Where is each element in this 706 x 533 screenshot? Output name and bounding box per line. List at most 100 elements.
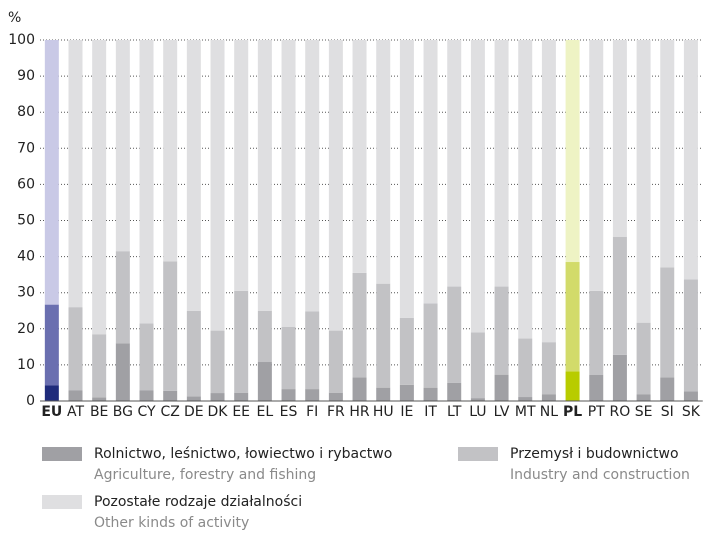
bar-segment bbox=[234, 40, 249, 291]
bar-segment bbox=[139, 323, 154, 391]
legend-swatch bbox=[42, 495, 82, 509]
bar-segment bbox=[305, 311, 320, 390]
y-tick-label: 0 bbox=[26, 393, 35, 409]
legend-swatch bbox=[458, 447, 498, 461]
bar-segment bbox=[234, 290, 249, 393]
bar-segment bbox=[68, 307, 83, 391]
y-tick-label: 20 bbox=[17, 321, 35, 337]
bar-segment bbox=[281, 40, 296, 327]
x-tick-label: EE bbox=[232, 404, 250, 420]
bar-segment bbox=[612, 236, 627, 355]
bar-segment bbox=[565, 262, 580, 372]
bar-segment bbox=[328, 40, 343, 331]
legend-label-en: Industry and construction bbox=[510, 467, 690, 483]
legend-label: Rolnictwo, leśnictwo, łowiectwo i rybact… bbox=[94, 446, 392, 462]
y-tick-label: 40 bbox=[17, 249, 35, 265]
y-tick-label: 50 bbox=[17, 213, 35, 229]
bar-segment bbox=[518, 40, 533, 339]
bar-segment bbox=[541, 40, 556, 343]
bar-segment bbox=[352, 272, 367, 378]
y-tick-label: 100 bbox=[8, 32, 35, 48]
bar-segment bbox=[423, 40, 438, 304]
bar-segment bbox=[447, 286, 462, 383]
bar-segment bbox=[328, 330, 343, 393]
bar-segment bbox=[399, 384, 414, 401]
x-tick-label: PT bbox=[588, 404, 605, 420]
bar-segment bbox=[683, 391, 698, 401]
bar-segment bbox=[612, 354, 627, 401]
x-tick-label: RO bbox=[610, 404, 631, 420]
x-tick-label: BG bbox=[113, 404, 133, 420]
legend-label: Pozostałe rodzaje działalności bbox=[94, 494, 302, 510]
bar-segment bbox=[92, 40, 107, 335]
bar-segment bbox=[139, 390, 154, 401]
bar-segment bbox=[305, 40, 320, 312]
bar-segment bbox=[636, 394, 651, 401]
bar-segment bbox=[115, 343, 130, 401]
bar-segment bbox=[305, 389, 320, 401]
bar-segment bbox=[210, 393, 225, 401]
bar-segment bbox=[660, 40, 675, 268]
bar-segment bbox=[423, 303, 438, 388]
bar-segment bbox=[44, 385, 59, 401]
bar-segment bbox=[612, 40, 627, 237]
bar-segment bbox=[541, 342, 556, 395]
bar-segment bbox=[589, 40, 604, 291]
bar-segment bbox=[210, 330, 225, 394]
bar-segment bbox=[470, 40, 485, 333]
x-tick-label: HR bbox=[349, 404, 370, 420]
x-tick-label: LT bbox=[447, 404, 462, 420]
x-tick-label: SI bbox=[661, 404, 674, 420]
bar-segment bbox=[257, 362, 272, 401]
bar-segment bbox=[234, 392, 249, 401]
x-tick-label: AT bbox=[67, 404, 84, 420]
bar-segment bbox=[210, 40, 225, 331]
bar-segment bbox=[565, 371, 580, 401]
y-tick-label: 90 bbox=[17, 68, 35, 84]
bar-segment bbox=[44, 40, 59, 305]
x-tick-label: CY bbox=[137, 404, 156, 420]
legend-label-en: Agriculture, forestry and fishing bbox=[94, 467, 316, 483]
bar-segment bbox=[281, 326, 296, 390]
x-tick-label: HU bbox=[373, 404, 394, 420]
bar-segment bbox=[92, 334, 107, 398]
bar-segment bbox=[423, 387, 438, 401]
bar-segment bbox=[115, 251, 130, 344]
bar-segment bbox=[44, 304, 59, 386]
x-tick-label: EU bbox=[41, 404, 62, 420]
bar-segment bbox=[352, 377, 367, 401]
x-tick-label: DK bbox=[208, 404, 229, 420]
bar-segment bbox=[281, 389, 296, 401]
x-tick-label: DE bbox=[184, 404, 204, 420]
bar-segment bbox=[376, 283, 391, 388]
x-tick-label: EL bbox=[257, 404, 274, 420]
x-tick-label: SK bbox=[682, 404, 701, 420]
bar-segment bbox=[494, 374, 509, 401]
bar-segment bbox=[92, 397, 107, 401]
legend-label: Przemysł i budownictwo bbox=[510, 446, 679, 462]
y-tick-label: 60 bbox=[17, 176, 35, 192]
bar-segment bbox=[470, 332, 485, 399]
bar-segment bbox=[636, 40, 651, 323]
bar-segment bbox=[257, 310, 272, 363]
x-tick-label: BE bbox=[90, 404, 108, 420]
bar-segment bbox=[186, 310, 201, 397]
x-tick-label: ES bbox=[280, 404, 298, 420]
bar-segment bbox=[186, 396, 201, 401]
x-tick-label: MT bbox=[515, 404, 536, 420]
y-tick-label: 10 bbox=[17, 357, 35, 373]
x-tick-label: PL bbox=[563, 404, 582, 420]
bar-segment bbox=[660, 377, 675, 401]
bar-segment bbox=[163, 40, 178, 262]
x-tick-label: CZ bbox=[160, 404, 179, 420]
bar-segment bbox=[447, 382, 462, 401]
x-tick-label: SE bbox=[635, 404, 653, 420]
bar-segment bbox=[186, 40, 201, 311]
y-axis-label: % bbox=[8, 10, 21, 26]
x-tick-label: IE bbox=[400, 404, 413, 420]
bar-segment bbox=[683, 40, 698, 280]
bar-segment bbox=[115, 40, 130, 252]
bar-segment bbox=[163, 261, 178, 391]
bar-segment bbox=[494, 286, 509, 375]
